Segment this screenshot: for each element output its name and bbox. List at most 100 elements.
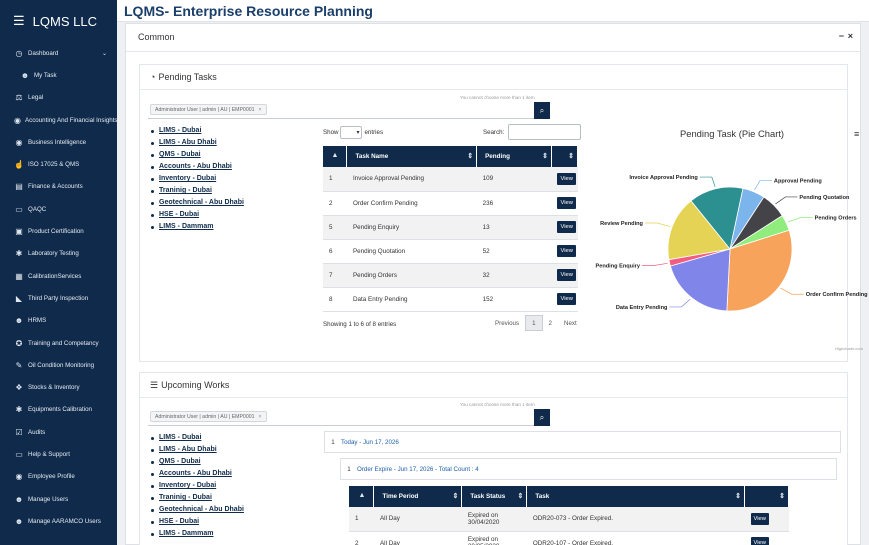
sidebar-item-legal[interactable]: ⚖ Legal	[0, 87, 117, 109]
sidebar-item-training-and-competancy[interactable]: ✪ Training and Competancy	[0, 332, 117, 354]
sidebar-item-help-support[interactable]: ▭ Help & Support	[0, 443, 117, 465]
cell-action: View	[551, 287, 578, 312]
column-header-label: Pending	[485, 153, 510, 160]
lab-link[interactable]: LIMS - Abu Dhabi	[150, 137, 244, 149]
view-button[interactable]: View	[557, 197, 576, 209]
view-button[interactable]: View	[557, 172, 576, 185]
pie-slice[interactable]	[669, 248, 731, 312]
pagination-page[interactable]: 2	[548, 319, 552, 327]
lab-link[interactable]: Traninig - Dubai	[150, 492, 244, 504]
sidebar-item-manage-aaramco-users[interactable]: ☻ Manage AARAMCO Users	[0, 510, 117, 532]
sidebar-item-label: Oil Condition Monitoring	[28, 361, 95, 369]
hamburger-menu-icon[interactable]: ☰	[13, 13, 25, 28]
cell-task-name: Data Entry Pending	[346, 287, 477, 312]
pie-connector	[641, 262, 668, 266]
column-header-id[interactable]: ▲	[323, 146, 348, 167]
column-header-id[interactable]: ▲	[349, 486, 375, 507]
view-button[interactable]: View	[750, 512, 769, 525]
view-button[interactable]: View	[557, 221, 576, 233]
sidebar-item-oil-condition-monitoring[interactable]: ✎ Oil Condition Monitoring	[0, 354, 117, 376]
column-header-task-status[interactable]: Task Status ⇕	[461, 486, 528, 507]
collapse-button[interactable]: −	[838, 31, 844, 41]
sidebar-item-stocks-inventory[interactable]: ❖ Stocks & Inventory	[0, 376, 117, 398]
view-button[interactable]: View	[557, 245, 576, 257]
column-header-action[interactable]: ⇕	[551, 146, 579, 167]
entries-select[interactable]: ▾	[340, 126, 363, 139]
pagination-previous[interactable]: Previous	[495, 319, 520, 327]
lab-link[interactable]: Geotechnical - Abu Dhabi	[150, 197, 244, 209]
sidebar-item-audits[interactable]: ☑ Audits	[0, 421, 117, 443]
column-header-task-name[interactable]: Task Name ⇕	[346, 146, 478, 167]
lab-link[interactable]: Inventory - Dubai	[150, 173, 244, 185]
column-header-pending[interactable]: Pending ⇕	[476, 146, 552, 167]
sidebar-item-dashboard[interactable]: ◷ Dashboard ⌄	[0, 42, 117, 64]
user-select[interactable]: Administrator User | admin | AU | EMP000…	[148, 102, 534, 119]
sidebar-item-equipments-calibration[interactable]: ✱ Equipments Calibration	[0, 399, 117, 421]
sidebar-item-iso-17025-qms[interactable]: ☝ ISO 17025 & QMS	[0, 153, 117, 175]
sort-icon: ⇕	[452, 493, 459, 500]
sidebar-item-business-intelligence[interactable]: ◉ Business Intelligence	[0, 131, 117, 153]
view-button[interactable]: View	[750, 537, 769, 545]
group-label[interactable]: Today - Jun 17, 2026	[341, 438, 399, 446]
user-search-button[interactable]: ⌕	[534, 102, 550, 119]
sidebar-item-accounting-and-financial-insights[interactable]: ◉ Accounting And Financial Insights	[0, 109, 117, 131]
sort-icon: ⇕	[517, 493, 524, 500]
upcoming-tasks-table: ▲ Time Period ⇕ Task Status ⇕ Task ⇕ ⇕ 1 All…	[349, 486, 789, 545]
lab-link[interactable]: LIMS - Dubai	[150, 432, 244, 444]
lab-link[interactable]: Accounts - Abu Dhabi	[150, 468, 244, 480]
sidebar-item-employee-profile[interactable]: ◉ Employee Profile	[0, 466, 117, 488]
group-label[interactable]: Order Expire - Jun 17, 2026 - Total Coun…	[357, 465, 479, 473]
sidebar-item-label: Manage Users	[28, 495, 69, 503]
pagination-page[interactable]: 1	[525, 315, 543, 331]
search-icon: ⌕	[539, 412, 545, 422]
table-search-input[interactable]	[508, 124, 582, 140]
sidebar-item-my-task[interactable]: ☻ My Task	[0, 64, 117, 86]
close-button[interactable]: ×	[847, 31, 853, 41]
user-select[interactable]: Administrator User | admin | AU | EMP000…	[148, 409, 534, 426]
lab-link[interactable]: Geotechnical - Abu Dhabi	[150, 504, 244, 516]
column-header-task[interactable]: Task ⇕	[526, 486, 745, 507]
lab-link[interactable]: LIMS - Dubai	[150, 125, 244, 137]
chip-remove-icon[interactable]: ×	[258, 413, 262, 420]
sidebar-item-laboratory-testing[interactable]: ✱ Laboratory Testing	[0, 243, 117, 265]
lab-link[interactable]: LIMS - Dammam	[150, 221, 244, 233]
chip-remove-icon[interactable]: ×	[258, 106, 262, 113]
sidebar-item-qaqc[interactable]: ▭ QAQC	[0, 198, 117, 220]
pagination-next[interactable]: Next	[563, 319, 577, 327]
user-search-button[interactable]: ⌕	[534, 409, 550, 426]
view-button[interactable]: View	[557, 269, 576, 281]
sidebar-item-finance-accounts[interactable]: ▤ Finance & Accounts	[0, 176, 117, 198]
tag-icon: ◣	[15, 293, 23, 303]
sort-icon: ⇕	[467, 153, 474, 160]
lab-link[interactable]: Traninig - Dubai	[150, 185, 244, 197]
sidebar-item-calibrationservices[interactable]: ▦ CalibrationServices	[0, 265, 117, 287]
sidebar-item-manage-users[interactable]: ☻ Manage Users	[0, 488, 117, 510]
sidebar-item-hrms[interactable]: ☻ HRMS	[0, 310, 117, 332]
column-header-action[interactable]: ⇕	[744, 486, 789, 507]
sidebar-item-label: CalibrationServices	[28, 272, 82, 280]
lab-link[interactable]: HSE - Dubai	[150, 516, 244, 528]
lab-link[interactable]: LIMS - Dammam	[150, 528, 244, 540]
upcoming-order-group[interactable]: 1 Order Expire - Jun 17, 2026 - Total Co…	[340, 458, 837, 480]
pie-slice[interactable]	[726, 229, 793, 312]
sidebar-item-label: Equipments Calibration	[28, 406, 92, 414]
lab-link[interactable]: HSE - Dubai	[150, 209, 244, 221]
user-chip-label: Administrator User | admin | AU | EMP000…	[155, 106, 255, 113]
lab-link[interactable]: Accounts - Abu Dhabi	[150, 161, 244, 173]
sidebar-item-third-party-inspection[interactable]: ◣ Third Party Inspection	[0, 287, 117, 309]
lab-link[interactable]: LIMS - Abu Dhabi	[150, 444, 244, 456]
lab-link[interactable]: Inventory - Dubai	[150, 480, 244, 492]
upcoming-day-group[interactable]: 1 Today - Jun 17, 2026	[324, 431, 841, 453]
user-circle-icon: ◉	[15, 472, 23, 482]
column-header-time-period[interactable]: Time Period ⇕	[373, 486, 463, 507]
lab-link[interactable]: QMS - Dubai	[150, 149, 244, 161]
chevron-down-icon: ⌄	[101, 50, 107, 57]
view-button[interactable]: View	[557, 293, 576, 305]
sidebar-item-product-certification[interactable]: ▣ Product Certification	[0, 220, 117, 242]
lab-link[interactable]: QMS - Dubai	[150, 456, 244, 468]
pie-label: Pending Orders	[815, 216, 857, 222]
pie-slice[interactable]	[690, 186, 744, 250]
chart-menu-icon[interactable]: ≡	[854, 129, 860, 139]
pie-slice[interactable]	[667, 200, 731, 261]
